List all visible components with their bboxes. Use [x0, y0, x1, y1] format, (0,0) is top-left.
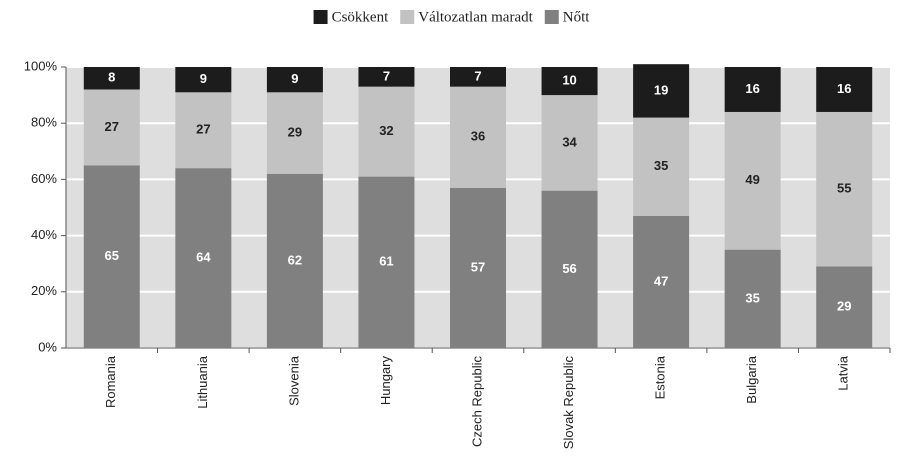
- bar-segment: [633, 215, 690, 348]
- data-label: 36: [471, 129, 485, 144]
- legend-label: Csökkent: [332, 9, 390, 25]
- bar-segment: [541, 190, 598, 348]
- bar-segment: [724, 111, 781, 250]
- legend-swatch: [400, 10, 415, 24]
- bar-segment: [266, 92, 323, 174]
- legend-label: Változatlan maradt: [418, 9, 533, 25]
- x-tick-label: Lithuania: [195, 355, 210, 409]
- bar-segment: [816, 67, 873, 112]
- data-label: 35: [745, 290, 759, 305]
- y-tick-label: 0%: [38, 339, 57, 354]
- data-label: 10: [562, 72, 576, 87]
- data-label: 32: [379, 123, 393, 138]
- y-tick-label: 40%: [31, 227, 57, 242]
- bar-segment: [816, 111, 873, 267]
- bar-segment: [175, 67, 232, 93]
- data-label: 9: [291, 71, 298, 86]
- y-tick-label: 60%: [31, 171, 57, 186]
- data-label: 35: [654, 158, 668, 173]
- data-label: 9: [200, 71, 207, 86]
- legend: Csökkent Változatlan maradt Nőtt: [313, 9, 591, 25]
- bar-segment: [724, 249, 781, 348]
- x-tick-label: Estonia: [653, 355, 668, 399]
- bar-segment: [83, 67, 140, 90]
- y-tick-label: 80%: [31, 115, 57, 130]
- bar-segment: [633, 64, 690, 118]
- data-label: 29: [288, 124, 302, 139]
- data-label: 29: [837, 299, 851, 314]
- data-label: 7: [383, 68, 390, 83]
- bar-segment: [541, 95, 598, 191]
- data-label: 16: [745, 81, 759, 96]
- y-tick-label: 20%: [31, 283, 57, 298]
- data-label: 55: [837, 181, 851, 196]
- bar-segment: [358, 176, 415, 348]
- data-label: 56: [562, 261, 576, 276]
- bar-segment: [450, 86, 506, 188]
- x-tick-label: Bulgaria: [744, 355, 759, 403]
- x-tick-label: Czech Republic: [469, 356, 484, 448]
- data-label: 7: [474, 68, 481, 83]
- x-tick-label: Latvia: [836, 355, 851, 390]
- y-tick-label: 100%: [24, 58, 58, 73]
- bar-segment: [175, 168, 232, 348]
- data-label: 47: [654, 273, 668, 288]
- bar-segment: [266, 173, 323, 348]
- data-label: 27: [196, 122, 210, 137]
- bar-segment: [358, 67, 415, 87]
- data-label: 34: [562, 134, 577, 149]
- bar-segment: [83, 89, 140, 166]
- data-label: 16: [837, 81, 851, 96]
- bar-segment: [175, 92, 232, 169]
- data-label: 8: [108, 70, 115, 85]
- bar-segment: [83, 165, 140, 348]
- legend-label: Nőtt: [563, 9, 591, 25]
- data-label: 57: [471, 259, 485, 274]
- data-label: 49: [745, 172, 759, 187]
- x-tick-label: Slovak Republic: [561, 356, 576, 450]
- x-tick-label: Hungary: [378, 356, 393, 406]
- data-label: 19: [654, 82, 668, 97]
- bar-segment: [724, 67, 781, 112]
- bar-segment: [450, 187, 506, 348]
- data-label: 62: [288, 252, 302, 267]
- legend-swatch: [544, 10, 559, 24]
- bar-segment: [450, 67, 506, 87]
- bar-segment: [633, 117, 690, 216]
- bar-segment: [266, 67, 323, 93]
- data-label: 27: [105, 119, 119, 134]
- x-tick-label: Slovenia: [286, 355, 301, 406]
- bar-segment: [816, 266, 873, 348]
- bar-segment: [358, 86, 415, 177]
- data-label: 64: [196, 250, 211, 265]
- data-label: 61: [379, 254, 393, 269]
- legend-swatch: [313, 10, 328, 24]
- data-label: 65: [105, 248, 119, 263]
- bar-segment: [541, 67, 598, 96]
- x-tick-label: Romania: [103, 355, 118, 408]
